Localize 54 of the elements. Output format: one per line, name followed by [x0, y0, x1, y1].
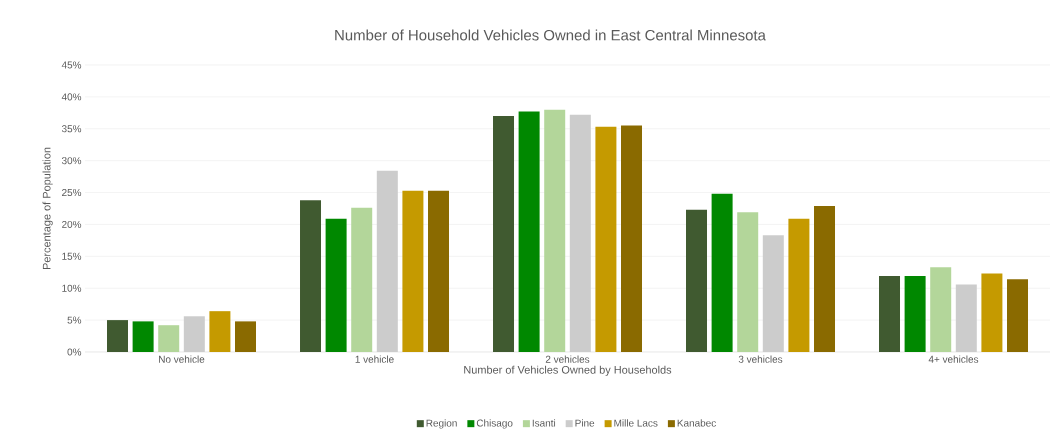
x-tick-label: 3 vehicles: [738, 355, 783, 363]
bar: [621, 125, 643, 352]
bar: [981, 273, 1003, 352]
x-tick-label: 4+ vehicles: [928, 355, 979, 363]
y-tick-label: 30%: [61, 157, 82, 165]
bar: [595, 126, 617, 352]
y-axis-title: Percentage of Population: [42, 147, 53, 270]
bar: [493, 116, 515, 352]
bar: [569, 114, 591, 352]
bar: [955, 284, 977, 352]
legend-label: Isanti: [532, 419, 556, 427]
bar: [235, 321, 257, 352]
x-axis-title: Number of Vehicles Owned by Households: [464, 365, 672, 376]
bar: [686, 209, 708, 352]
x-tick-label: 1 vehicle: [355, 355, 394, 363]
bar: [158, 325, 180, 352]
y-tick-label: 45%: [61, 61, 82, 69]
bar: [183, 316, 205, 352]
y-tick-label: 25%: [62, 189, 82, 197]
bar: [879, 276, 901, 352]
bar: [1007, 279, 1029, 352]
y-tick-label: 20%: [62, 220, 82, 228]
y-tick-label: 0%: [67, 348, 82, 356]
bar: [402, 190, 424, 352]
legend-label: Pine: [575, 419, 595, 427]
bar: [428, 190, 450, 352]
bar: [107, 320, 129, 352]
bar: [209, 311, 231, 352]
y-tick-label: 35%: [61, 125, 82, 133]
bar: [325, 218, 347, 352]
bar: [351, 207, 373, 352]
bar: [930, 267, 952, 352]
bar: [711, 193, 733, 352]
x-tick-label: No vehicle: [159, 355, 205, 363]
bar: [518, 111, 540, 352]
y-tick-label: 15%: [62, 252, 82, 260]
bar: [737, 212, 759, 352]
legend-label: Kanabec: [677, 419, 716, 427]
bar: [788, 218, 810, 352]
legend-label: Chisago: [476, 419, 513, 429]
y-tick-label: 5%: [67, 316, 82, 324]
chart-title: Number of Household Vehicles Owned in East Central Minnesota: [335, 29, 766, 41]
bar: [544, 109, 566, 352]
y-tick-label: 40%: [61, 93, 82, 101]
bar: [132, 321, 154, 352]
bar: [300, 200, 322, 352]
y-tick-label: 10%: [62, 284, 82, 292]
legend-label: Mille Lacs: [614, 419, 658, 427]
bar: [904, 276, 926, 352]
x-tick-label: 2 vehicles: [545, 355, 590, 363]
bar: [814, 205, 836, 352]
bar: [376, 170, 398, 352]
legend-label: Region: [426, 419, 457, 429]
bar: [762, 235, 784, 352]
